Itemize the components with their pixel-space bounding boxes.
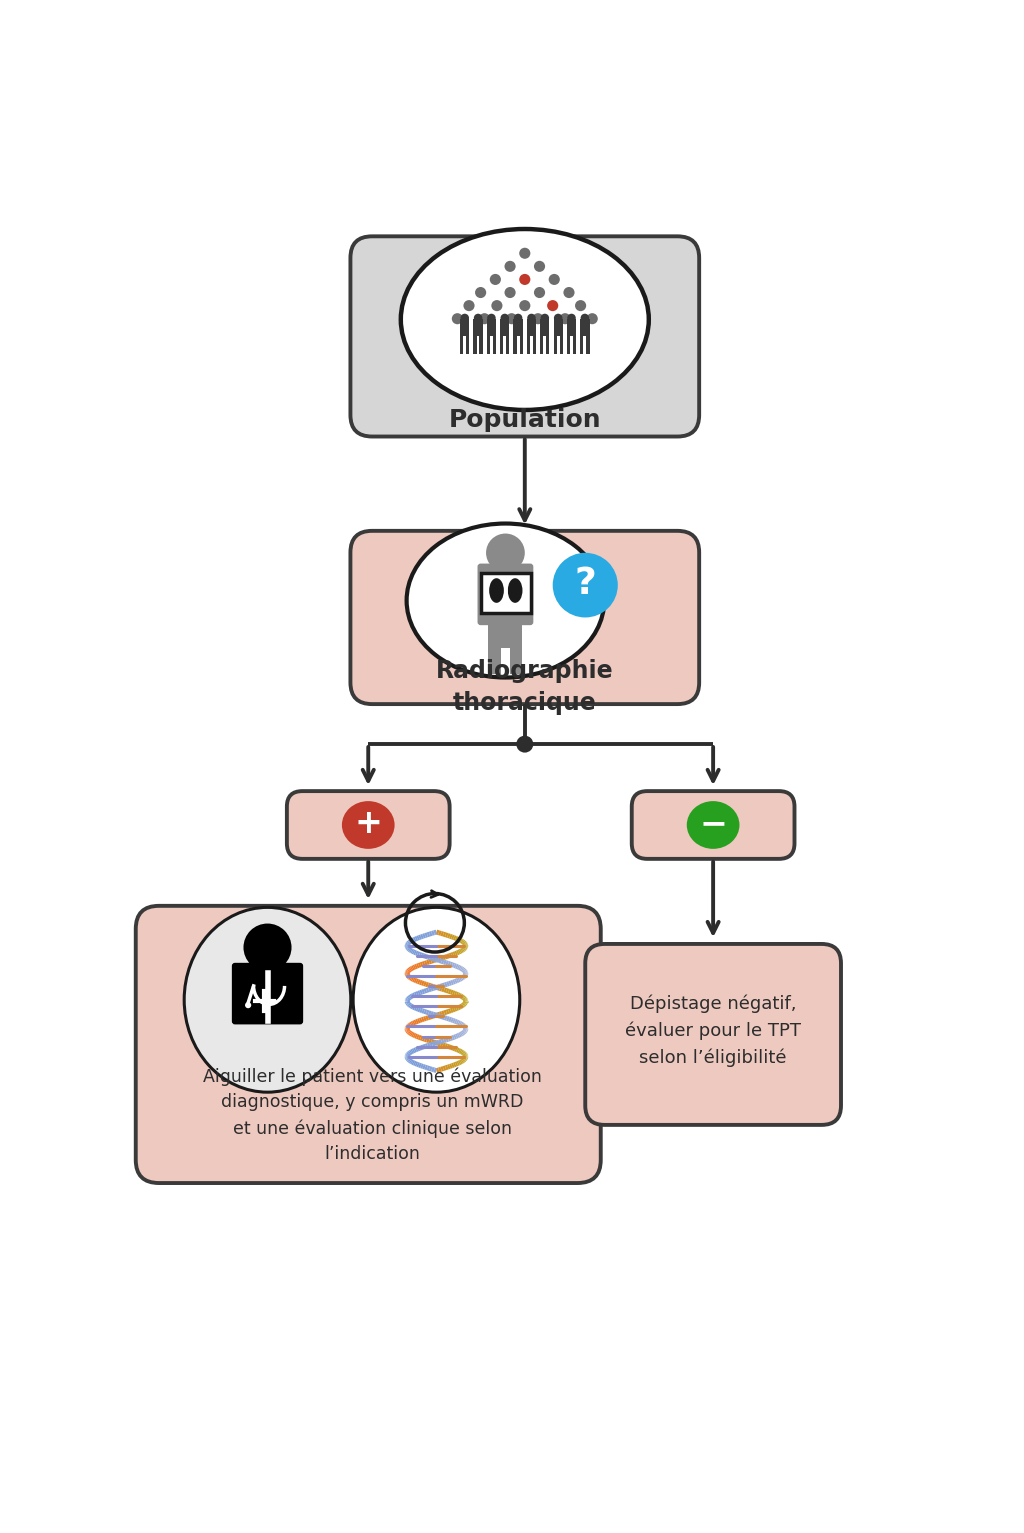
Bar [500, 336, 504, 354]
Bar [587, 336, 590, 354]
FancyBboxPatch shape [350, 530, 699, 704]
Bar [519, 336, 523, 354]
Text: Aiguiller le patient vers une évaluation
diagnostique, y compris un mWRD
et une : Aiguiller le patient vers une évaluation… [203, 1067, 542, 1164]
FancyBboxPatch shape [136, 906, 601, 1183]
Bar [554, 319, 563, 336]
Bar [567, 319, 577, 336]
Bar [541, 336, 544, 354]
Circle shape [464, 300, 474, 311]
FancyBboxPatch shape [231, 963, 303, 1024]
Bar [488, 644, 501, 673]
Circle shape [505, 287, 516, 297]
FancyBboxPatch shape [632, 791, 795, 858]
Circle shape [559, 313, 570, 325]
Text: +: + [354, 806, 382, 840]
Circle shape [516, 736, 534, 753]
Ellipse shape [353, 908, 520, 1091]
Circle shape [489, 274, 501, 285]
Circle shape [519, 274, 530, 285]
Ellipse shape [184, 908, 351, 1091]
Circle shape [554, 314, 562, 322]
Circle shape [474, 314, 482, 322]
Bar [506, 336, 509, 354]
Bar [546, 336, 550, 354]
Bar [526, 336, 530, 354]
Bar [554, 336, 557, 354]
Text: Population: Population [449, 408, 601, 432]
Bar [486, 336, 490, 354]
Bar [567, 336, 570, 354]
Bar [581, 336, 584, 354]
Bar [513, 319, 523, 336]
Bar [581, 319, 590, 336]
Circle shape [519, 248, 530, 259]
Circle shape [487, 314, 496, 322]
Circle shape [479, 313, 490, 325]
Circle shape [581, 314, 589, 322]
Circle shape [244, 923, 292, 972]
Bar [493, 336, 496, 354]
Ellipse shape [400, 228, 649, 409]
Bar [526, 319, 537, 336]
Ellipse shape [407, 524, 604, 678]
Bar [559, 336, 563, 354]
Circle shape [534, 287, 545, 297]
Circle shape [549, 274, 560, 285]
Circle shape [452, 313, 463, 325]
Circle shape [506, 313, 517, 325]
Bar [460, 336, 463, 354]
Circle shape [245, 1003, 251, 1009]
Circle shape [486, 533, 524, 572]
Bar [488, 621, 522, 648]
Bar [510, 644, 522, 673]
Bar [473, 336, 477, 354]
Text: ?: ? [574, 566, 596, 601]
Circle shape [567, 314, 575, 322]
Ellipse shape [508, 578, 522, 602]
Circle shape [587, 313, 598, 325]
Circle shape [563, 287, 574, 297]
Bar [480, 573, 531, 613]
FancyBboxPatch shape [350, 236, 699, 437]
Bar [479, 336, 482, 354]
Bar [500, 319, 509, 336]
FancyBboxPatch shape [477, 564, 534, 625]
Bar [466, 336, 469, 354]
Circle shape [527, 314, 536, 322]
Text: Dépistage négatif,
évaluer pour le TPT
selon l’éligibilité: Dépistage négatif, évaluer pour le TPT s… [625, 993, 801, 1067]
Circle shape [532, 313, 544, 325]
Ellipse shape [342, 802, 394, 849]
Bar [541, 319, 550, 336]
Circle shape [501, 314, 509, 322]
Bar [486, 319, 496, 336]
Bar [572, 336, 577, 354]
Text: Radiographie
thoracique: Radiographie thoracique [436, 659, 613, 714]
Ellipse shape [489, 578, 504, 602]
Circle shape [505, 261, 516, 271]
Circle shape [547, 300, 558, 311]
Bar [460, 319, 469, 336]
Bar [532, 336, 537, 354]
Bar [513, 336, 517, 354]
Circle shape [553, 553, 617, 618]
FancyBboxPatch shape [586, 944, 841, 1125]
Circle shape [541, 314, 549, 322]
Circle shape [461, 314, 469, 322]
FancyBboxPatch shape [287, 791, 450, 858]
Text: −: − [699, 806, 727, 840]
Circle shape [575, 300, 586, 311]
Circle shape [514, 314, 522, 322]
Circle shape [519, 300, 530, 311]
Ellipse shape [687, 802, 739, 849]
Circle shape [492, 300, 503, 311]
Circle shape [534, 261, 545, 271]
Bar [473, 319, 482, 336]
Circle shape [475, 287, 486, 297]
